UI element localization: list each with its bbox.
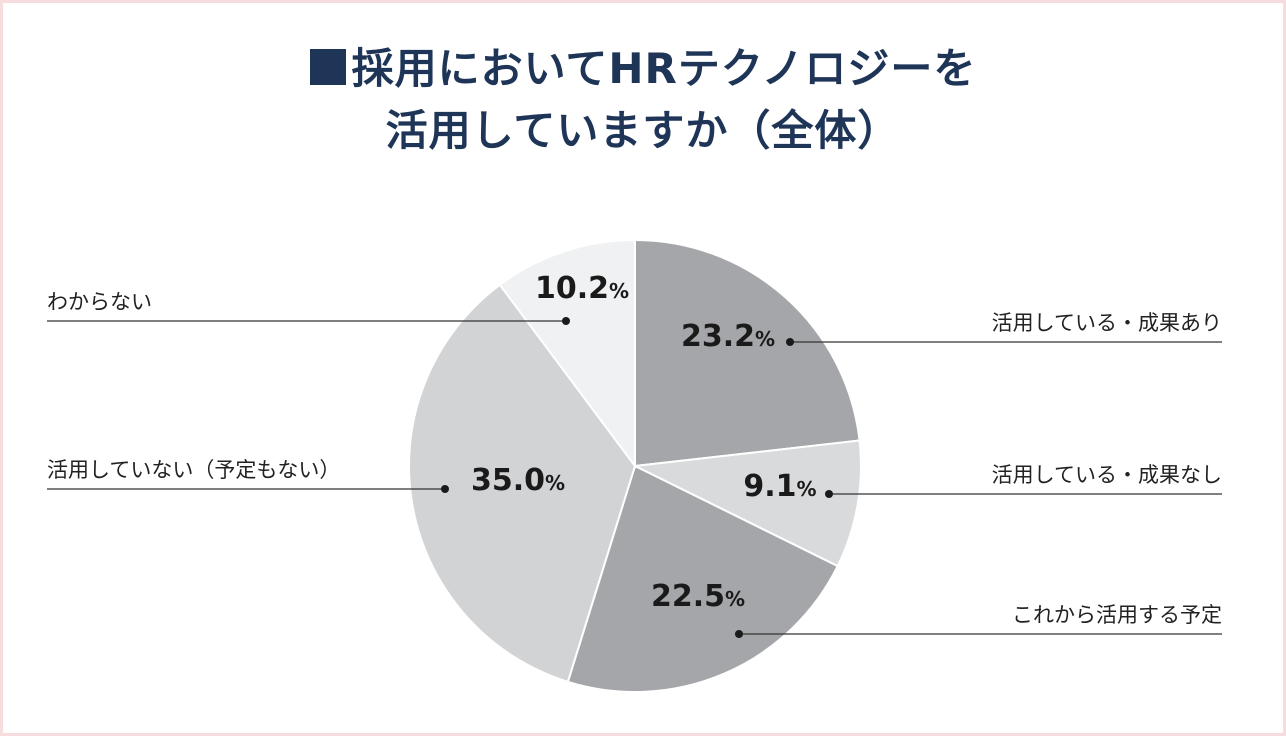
leader-dot-1 bbox=[786, 338, 794, 346]
pie-slice-5 bbox=[498, 238, 636, 470]
chart-title: 採用においてHRテクノロジーを 活用していますか（全体） bbox=[0, 38, 1286, 162]
slice-label-3: これから活用する予定 bbox=[1012, 603, 1222, 627]
chart-title-text-1: 採用においてHRテクノロジーを bbox=[351, 44, 977, 93]
leader-dot-3 bbox=[735, 630, 743, 638]
chart-title-line-2: 活用していますか（全体） bbox=[385, 106, 901, 155]
slice-value-2: 9.1% bbox=[743, 469, 816, 504]
slice-value-1: 23.2% bbox=[681, 319, 775, 354]
slice-label-1: 活用している・成果あり bbox=[992, 311, 1222, 335]
slice-label-2: 活用している・成果なし bbox=[992, 463, 1222, 487]
title-square-icon bbox=[309, 49, 346, 85]
pie-slice-2 bbox=[631, 439, 862, 568]
leader-dot-5 bbox=[562, 317, 570, 325]
slice-value-3: 22.5% bbox=[651, 579, 745, 614]
slice-label-4: 活用していない（予定もない） bbox=[47, 458, 340, 482]
pie-labels: 活用している・成果あり 23.2% 活用している・成果なし 9.1% これから活用する予… bbox=[47, 271, 1222, 638]
pie-slices bbox=[408, 238, 862, 693]
pie-slice-1 bbox=[634, 238, 861, 468]
pie-slice-4 bbox=[408, 283, 637, 684]
slice-value-5: 10.2% bbox=[535, 271, 629, 306]
chart-title-line-1: 採用においてHRテクノロジーを bbox=[0, 38, 1286, 100]
slice-value-4: 35.0% bbox=[471, 463, 565, 498]
pie-slice-3 bbox=[566, 464, 839, 693]
leader-dot-2 bbox=[825, 490, 833, 498]
leader-dot-4 bbox=[441, 485, 449, 493]
slice-label-5: わからない bbox=[47, 290, 152, 314]
